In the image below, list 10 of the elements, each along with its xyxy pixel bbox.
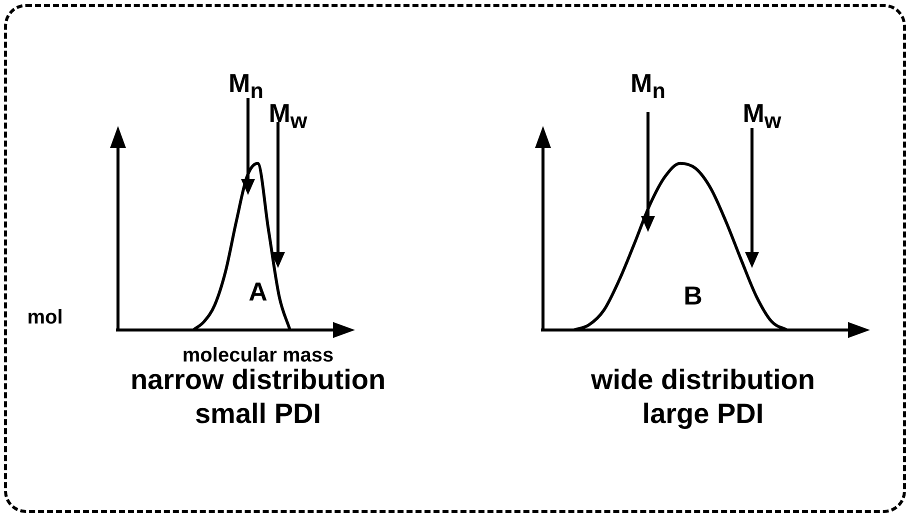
- text: M$_{w}$: [742, 98, 782, 134]
- text: small PDI: [194, 398, 322, 430]
- annotation: B: [684, 280, 702, 312]
- text: M$_{n}$: [630, 68, 666, 104]
- text: large PDI: [642, 398, 764, 430]
- y-axis-title: mol: [27, 306, 63, 330]
- text: M$_{n}$: [228, 68, 264, 104]
- text: wide distribution: [591, 364, 815, 396]
- annotation: A: [248, 276, 268, 308]
- text: M$_{w}$: [268, 98, 308, 134]
